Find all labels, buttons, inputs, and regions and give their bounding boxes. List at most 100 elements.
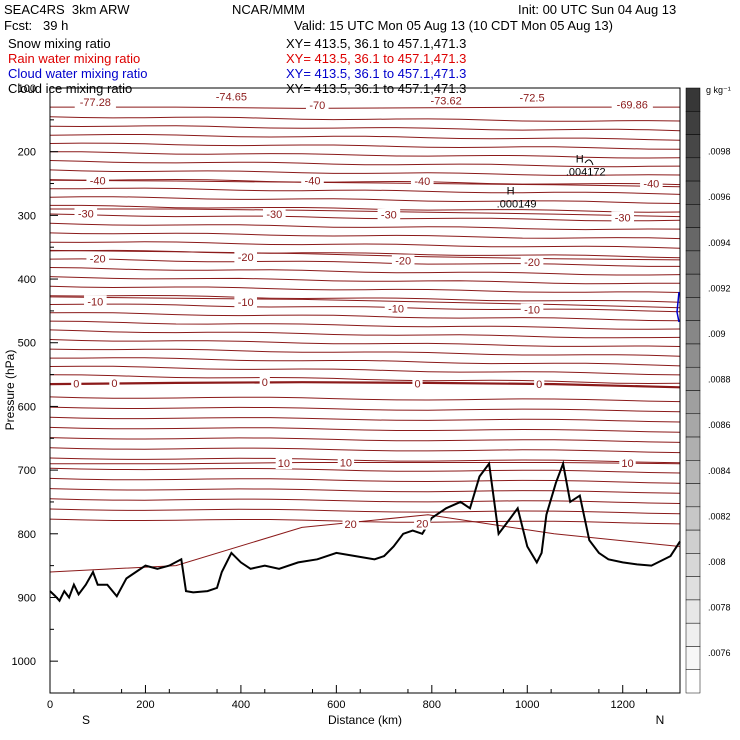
header-fcst: Fcst: 39 h (4, 18, 69, 33)
contour-label: -70 (309, 100, 325, 112)
contour-label-bg (391, 254, 415, 267)
contour-label: -20 (524, 257, 540, 269)
colorbar-box (685, 180, 701, 205)
colorbar-label: .0076 (708, 648, 731, 658)
isotherm-line (49, 312, 681, 322)
colorbar-label: .0086 (708, 420, 731, 430)
header-center: NCAR/MMM (232, 2, 305, 17)
isotherm-line (49, 178, 681, 186)
field-cloudwater-xy: XY= 413.5, 36.1 to 457.1,471.3 (286, 66, 467, 81)
field-cloudwater-name: Cloud water mixing ratio (8, 66, 148, 81)
isotherm-line (49, 437, 681, 443)
contour-label: -20 (395, 256, 411, 268)
colorbar-box (685, 297, 701, 321)
isotherm--30 (50, 208, 681, 218)
colorbar-box (685, 576, 701, 601)
colorbar-label: .0094 (708, 238, 731, 248)
contour-label-bg (74, 207, 98, 220)
isotherm-line (49, 320, 681, 330)
colorbar-box (685, 622, 701, 647)
extremum-symbol: H (507, 185, 515, 197)
colorbar-box (685, 413, 701, 438)
contour-label: -40 (90, 175, 106, 187)
contour-label-bg (234, 250, 257, 263)
isotherm-line (49, 142, 681, 150)
contour-label-bg (86, 174, 110, 187)
header-init: Init: 00 UTC Sun 04 Aug 13 (518, 2, 677, 17)
contour-label: -72.5 (520, 93, 545, 105)
y-tick-label: 800 (18, 529, 36, 541)
contour-label-bg (414, 517, 431, 530)
colorbar-box (685, 343, 701, 368)
y-tick-label: 1000 (12, 656, 36, 668)
colorbar-unit: g kg⁻¹ (706, 85, 731, 95)
colorbar-box (685, 483, 701, 508)
contour-label-bg (305, 99, 329, 112)
contour-label-bg (301, 174, 324, 187)
isotherm-line (49, 477, 681, 484)
contour-label-bg (619, 457, 636, 470)
colorbar-box (685, 529, 701, 554)
cloud-ice-arc (584, 159, 594, 166)
cloud-water-streak (676, 291, 680, 323)
contour-label: -10 (238, 297, 254, 309)
isotherm--40 (49, 179, 681, 188)
x-axis-title: Distance (km) (328, 713, 402, 727)
plot-frame (49, 87, 681, 694)
contour-label-bg (337, 456, 355, 469)
isotherm--10 (49, 296, 681, 309)
colorbar-label: .0092 (708, 283, 731, 293)
isotherm-line (49, 160, 681, 168)
isotherm-line (49, 339, 681, 347)
contour-label-bg (412, 377, 423, 390)
colorbar-label: .0084 (708, 466, 731, 476)
contour-label: 10 (340, 457, 352, 469)
contour-label-bg (74, 96, 116, 109)
isotherm-line (49, 125, 681, 132)
contour-label: -40 (643, 179, 659, 191)
isotherm--20 (49, 249, 681, 261)
contour-label: -10 (524, 305, 540, 317)
contour-label-bg (71, 377, 82, 390)
colorbar-label: .0078 (708, 603, 731, 613)
colorbar-box (685, 506, 701, 531)
contour-label-bg (520, 255, 544, 268)
extremum-value: .000149 (497, 198, 537, 210)
isotherm-line (49, 258, 680, 267)
contour-label: 20 (416, 519, 428, 531)
x-tick-label: 1200 (610, 699, 634, 711)
contour-label: -40 (305, 175, 321, 187)
x-tick-label: 0 (47, 699, 53, 711)
isotherm-line (49, 249, 681, 259)
contour-label-bg (210, 90, 252, 103)
extremum-symbol: H (576, 153, 584, 165)
isotherm-line (49, 196, 681, 204)
contour-label: 10 (278, 458, 290, 470)
y-tick-label: 600 (18, 401, 36, 413)
terrain-layer (49, 459, 681, 603)
contour-label: -10 (388, 303, 404, 315)
field-rain-name: Rain water mixing ratio (8, 51, 141, 66)
contour-label: -20 (90, 254, 106, 266)
contour-label-bg (410, 174, 434, 187)
colorbar-box (685, 87, 701, 112)
y-tick-label: 100 (18, 83, 36, 95)
contour-label: -30 (78, 208, 94, 220)
isotherm-line (50, 187, 681, 195)
isotherm-line (49, 303, 681, 313)
isotherm-0 (49, 381, 681, 389)
contour-label-bg (514, 91, 550, 104)
contour-label-bg (611, 211, 635, 224)
contour-label-bg (263, 208, 286, 221)
isotherm-line (49, 329, 681, 339)
y-tick-label: 200 (18, 147, 36, 159)
x-tick-label: 1000 (515, 699, 539, 711)
isotherm-line (49, 406, 681, 413)
isotherm-20 (49, 514, 681, 573)
colorbar-label: .009 (708, 329, 726, 339)
contour-label: 0 (262, 377, 268, 389)
colorbar-box (685, 390, 701, 415)
colorbar-box (685, 134, 701, 159)
colorbar-box (685, 436, 701, 461)
contour-label-bg (377, 208, 401, 221)
